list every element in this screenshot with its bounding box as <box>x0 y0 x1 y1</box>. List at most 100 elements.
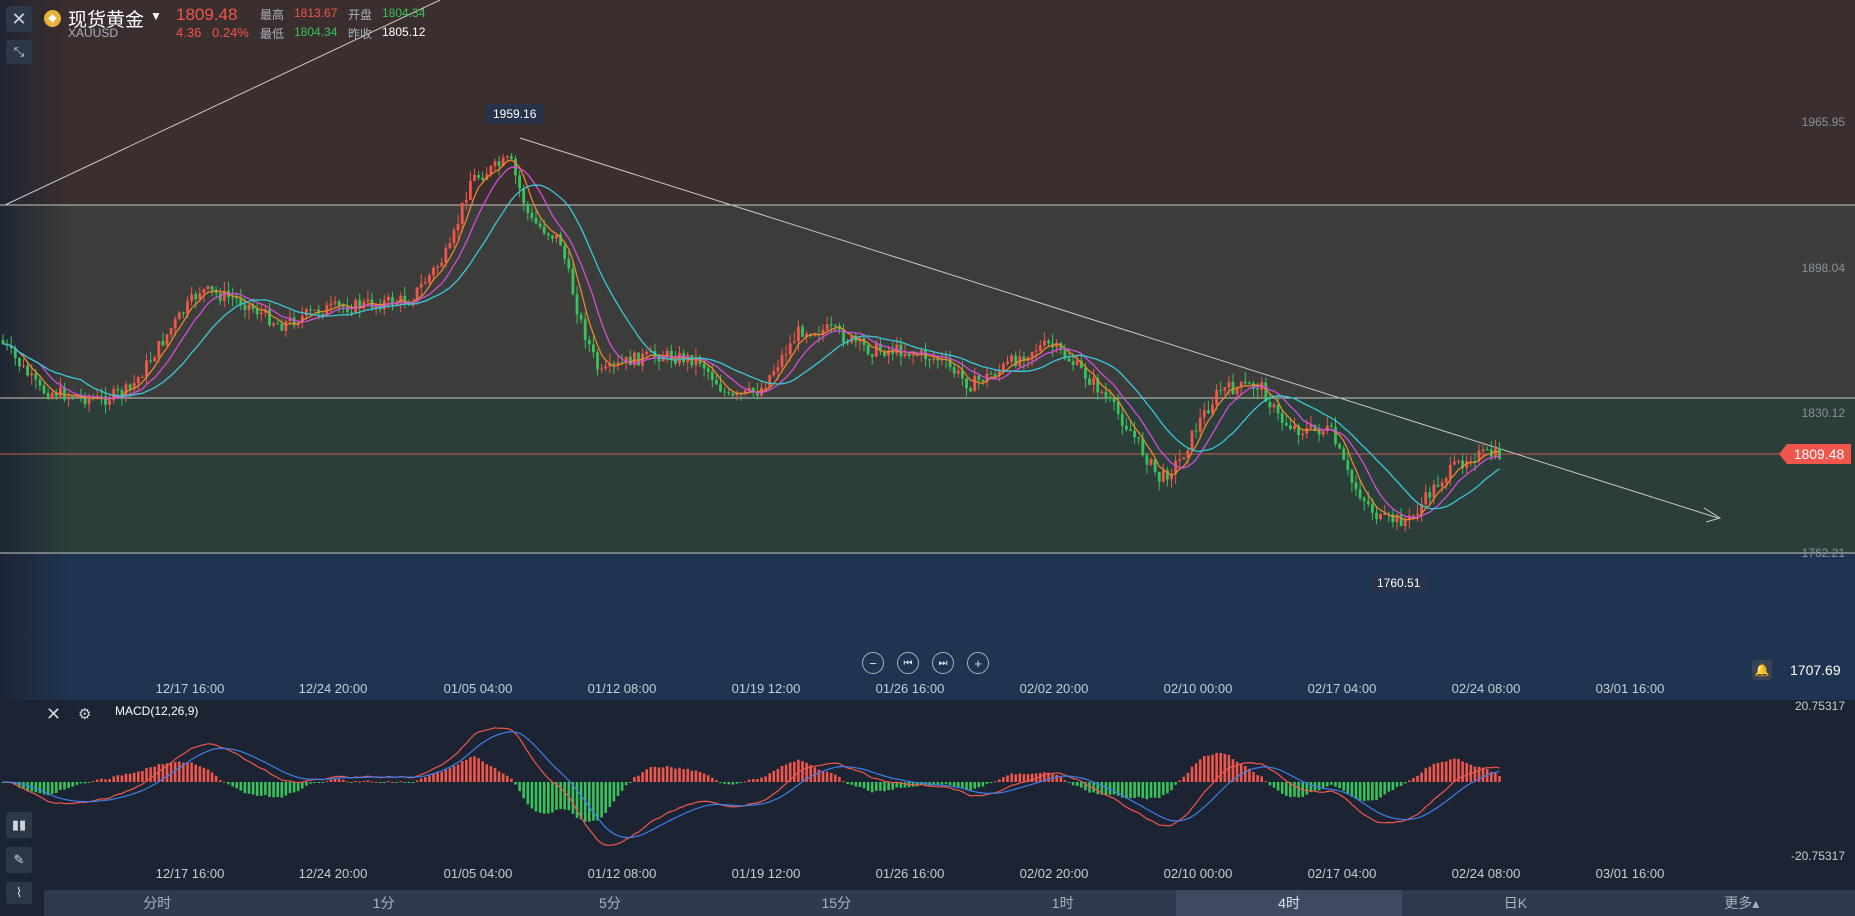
prev-close-label: 昨收 <box>348 27 373 41</box>
macd-bar <box>1121 782 1124 798</box>
x-tick-label: 02/17 04:00 <box>1308 681 1377 696</box>
macd-bar <box>674 768 677 782</box>
candle-body <box>1268 401 1272 408</box>
candle-body <box>575 294 579 315</box>
macd-bar <box>690 770 694 782</box>
candle-body <box>1030 351 1034 358</box>
macd-bar <box>190 762 193 782</box>
macd-bar <box>1309 782 1313 793</box>
close-icon[interactable]: ✕ <box>6 6 32 32</box>
chevron-down-icon[interactable]: ▼ <box>150 9 162 23</box>
macd-bar <box>711 777 714 782</box>
x-tick-label: 01/26 16:00 <box>876 681 945 696</box>
macd-bar <box>981 782 985 787</box>
macd-bar <box>38 782 42 794</box>
macd-bar <box>747 779 751 782</box>
macd-bar <box>337 779 341 782</box>
candle-body <box>567 258 571 269</box>
tab-5min[interactable]: 5分 <box>599 895 621 911</box>
x-tick-label: 12/24 20:00 <box>299 681 368 696</box>
tab-1min[interactable]: 1分 <box>372 895 395 911</box>
trend-line-up[interactable] <box>4 0 441 206</box>
macd-bar <box>944 782 948 785</box>
candle-body <box>362 301 366 309</box>
trend-line-down[interactable] <box>519 137 1719 519</box>
macd-bar <box>411 782 415 783</box>
candle-body <box>165 334 169 346</box>
tab-more[interactable]: 更多▴ <box>1724 895 1760 911</box>
candle-body <box>645 351 649 355</box>
step-forward-icon[interactable]: ⏭ <box>932 652 954 674</box>
macd-bar <box>346 781 349 783</box>
macd-bar <box>1285 782 1288 796</box>
candle-body <box>1371 503 1374 513</box>
macd-bar <box>645 769 648 782</box>
macd-bar <box>571 782 575 814</box>
macd-bar <box>194 764 197 782</box>
gear-icon[interactable]: ⚙ <box>78 706 92 723</box>
macd-bar <box>173 761 177 782</box>
candle-body <box>198 293 202 300</box>
macd-x-tick-label: 02/24 08:00 <box>1452 866 1521 881</box>
candle-body <box>239 297 243 305</box>
macd-x-tick-label: 02/10 00:00 <box>1164 866 1233 881</box>
bell-icon[interactable]: 🔔 <box>1752 660 1772 680</box>
close-indicator-icon[interactable]: ✕ <box>46 704 62 724</box>
zoom-out-icon[interactable]: − <box>862 652 884 674</box>
candle-body <box>473 175 476 181</box>
candle-body <box>587 339 591 345</box>
zoom-in-icon[interactable]: + <box>967 652 989 674</box>
candle-body <box>764 387 767 389</box>
symbol-name[interactable]: 现货黄金 <box>68 10 145 31</box>
candle-body <box>1325 425 1329 432</box>
candle-body <box>797 326 800 342</box>
macd-bar <box>1481 767 1485 782</box>
macd-bar <box>1387 782 1391 792</box>
price-chart[interactable]: 1965.95 1898.04 1830.12 1762.21 12/17 16:00… <box>0 0 1855 700</box>
step-back-icon[interactable]: ⏮ <box>897 652 919 674</box>
candle-body <box>1334 426 1337 445</box>
macd-bar <box>834 774 837 782</box>
indicator-icon[interactable]: ▮▮ <box>6 812 32 838</box>
line-chart-icon[interactable]: ⌇ <box>6 882 32 904</box>
macd-bar <box>128 773 132 782</box>
tab-15min[interactable]: 15分 <box>821 895 852 911</box>
macd-chart[interactable]: 12/17 16:00 12/24 20:00 01/05 04:00 01/12 0… <box>0 700 1855 890</box>
macd-bar <box>350 782 353 783</box>
candle-body <box>510 156 513 159</box>
candle-body <box>1096 378 1100 393</box>
candle-body <box>1399 514 1403 527</box>
macd-bar <box>55 782 58 793</box>
candle-body <box>415 287 419 302</box>
candle-body <box>346 306 349 312</box>
tab-1hour[interactable]: 1时 <box>1051 895 1074 911</box>
candle-body <box>280 323 284 331</box>
macd-bar <box>313 782 316 783</box>
candle-body <box>887 350 890 356</box>
macd-bar <box>161 764 165 782</box>
macd-bar <box>214 775 218 782</box>
tab-daily[interactable]: 日K <box>1503 895 1528 911</box>
macd-bar <box>104 779 107 782</box>
collapse-icon[interactable]: ⤡ <box>6 40 32 64</box>
pencil-icon[interactable]: ✎ <box>6 847 32 873</box>
macd-bar <box>465 759 468 782</box>
candle-body <box>665 350 669 358</box>
macd-bar <box>165 763 169 782</box>
macd-bar <box>870 782 874 793</box>
candle-body <box>1231 382 1235 395</box>
tab-fenshi[interactable]: 分时 <box>143 895 172 911</box>
candle-body <box>30 373 34 376</box>
candle-body <box>63 387 66 400</box>
macd-bar <box>780 765 784 782</box>
candle-body <box>1395 514 1399 523</box>
candle-body <box>694 356 698 366</box>
macd-bar <box>1153 782 1157 798</box>
candle-body <box>1006 361 1009 365</box>
macd-bar <box>883 782 886 792</box>
macd-bar <box>993 781 997 783</box>
tab-4hour[interactable]: 4时 <box>1175 890 1403 916</box>
candle-body <box>34 373 38 380</box>
candle-body <box>391 296 394 306</box>
candle-body <box>432 267 435 276</box>
